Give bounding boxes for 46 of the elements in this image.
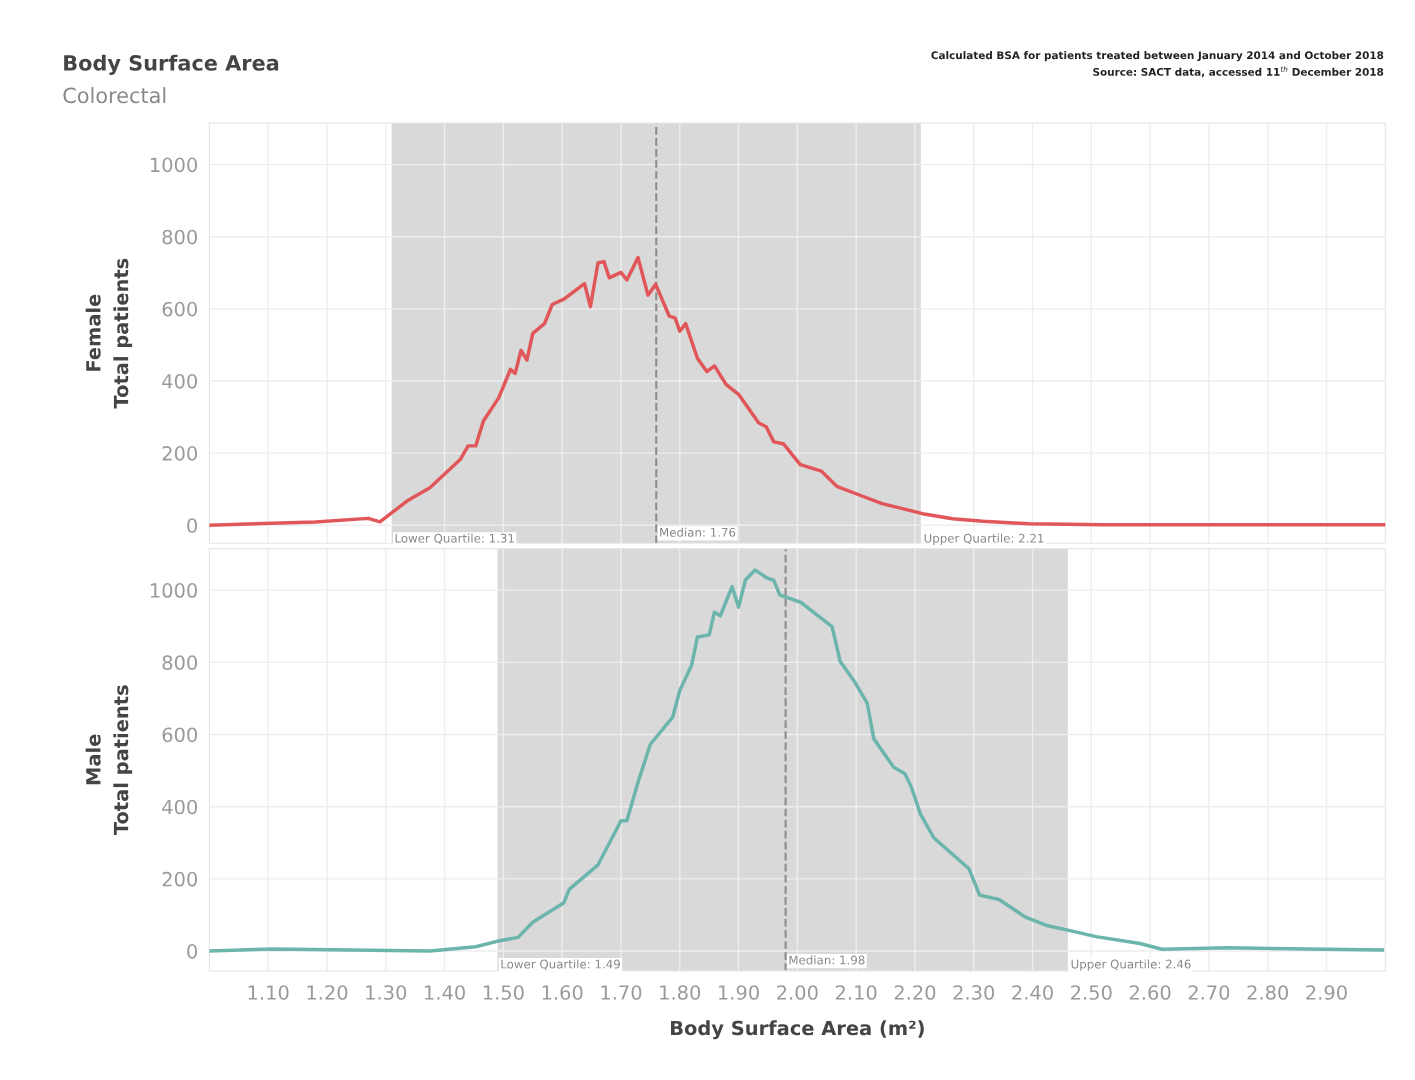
y-tick-label: 800	[162, 655, 198, 670]
x-tick-label: 2.20	[894, 985, 936, 1000]
x-tick-label: 2.50	[1071, 985, 1112, 1000]
line-series	[209, 568, 1385, 953]
x-tick-label: 1.60	[542, 985, 583, 1000]
y-tick-label: 800	[162, 229, 198, 245]
y-tick-label: 200	[162, 446, 198, 461]
x-tick-label: 1.90	[719, 985, 759, 1000]
x-tick-label: 1.70	[601, 985, 642, 1000]
x-tick-label: 2.10	[835, 985, 877, 1000]
x-tick-label: 1.10	[248, 985, 289, 1000]
y-tick-label: 0	[187, 944, 198, 959]
annotation: Lower Quartile: 1.49	[501, 959, 620, 970]
x-tick-label: 1.30	[366, 985, 407, 1000]
y-axis-title: Female Total patients	[85, 258, 133, 409]
x-tick-label: 2.30	[953, 985, 995, 1000]
annotation: Upper Quartile: 2.21	[924, 533, 1044, 545]
x-tick-label: 2.70	[1188, 985, 1230, 1000]
ref-line-label: Median: 1.76	[660, 527, 736, 537]
line-series	[209, 255, 1386, 527]
x-tick-label: 1.20	[307, 985, 348, 1000]
y-tick-label: 0	[187, 518, 198, 533]
y-tick-label: 1000	[150, 583, 198, 598]
y-tick-label: 400	[162, 373, 198, 389]
y-tick-label: 400	[162, 799, 198, 815]
annotation: Lower Quartile: 1.31	[395, 533, 514, 545]
x-tick-label: 2.80	[1247, 985, 1289, 1000]
x-axis-title: Body Surface Area (m²)	[670, 1020, 924, 1040]
source-note: Source: SACT data, accessed 11$^{th}$ December 2018	[1093, 66, 1384, 78]
x-tick-label: 1.40	[425, 985, 465, 1000]
x-tick-label: 2.90	[1306, 985, 1347, 1000]
x-tick-label: 1.80	[660, 985, 701, 1000]
x-tick-label: 2.60	[1129, 985, 1171, 1000]
ref-line-label: Median: 1.98	[789, 955, 865, 965]
x-tick-label: 2.00	[777, 985, 818, 1000]
y-tick-label: 200	[162, 871, 198, 887]
y-axis-title: Male Total patients	[85, 685, 133, 836]
y-tick-label: 600	[162, 727, 198, 743]
chart-title: Body Surface Area	[64, 54, 279, 75]
chart-subtitle: Colorectal	[63, 87, 166, 104]
y-tick-label: 600	[162, 301, 198, 317]
text: Calculated BSA for patients treated between January 2014 and October 2018	[931, 51, 1384, 62]
annotation: Upper Quartile: 2.46	[1071, 959, 1191, 971]
x-tick-label: 1.50	[483, 985, 524, 1000]
x-tick-label: 2.40	[1012, 985, 1053, 1000]
y-tick-label: 1000	[150, 157, 198, 173]
